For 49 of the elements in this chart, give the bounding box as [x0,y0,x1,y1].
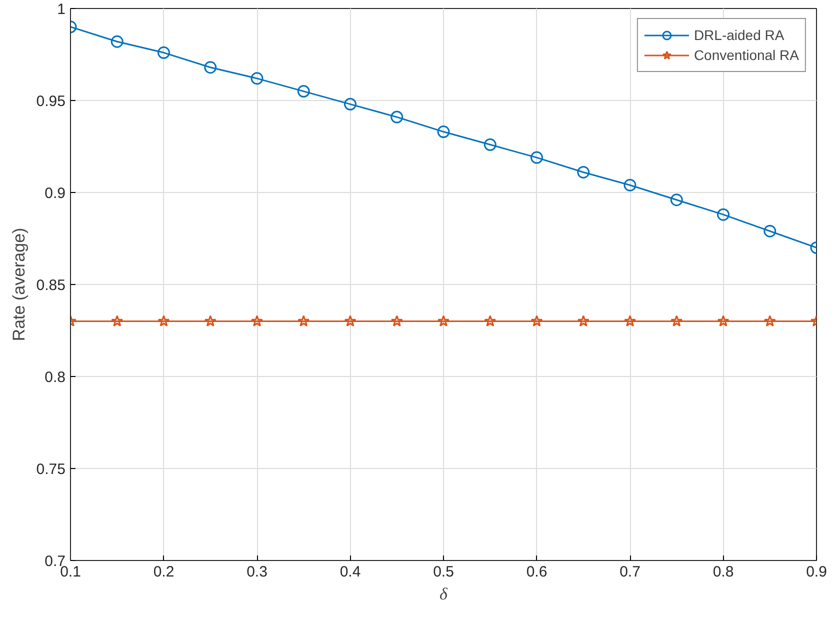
point [438,315,450,326]
x-tick-label: 0.8 [712,564,734,580]
x-axis-title: δ [440,584,449,604]
x-tick-label: 0.3 [246,564,268,580]
point [670,315,683,326]
point [204,315,216,326]
x-tick-label: 0.6 [526,564,548,580]
y-tick-label: 1 [57,1,66,18]
legend-label: Conventional RA [694,47,799,63]
point [530,151,543,164]
y-tick-label: 0.95 [36,93,66,110]
point [297,85,310,98]
x-tick-label: 0.2 [153,564,174,580]
point [484,315,496,326]
point [717,208,730,221]
point [530,315,543,326]
y-axis-title: Rate (average) [9,228,28,342]
point [577,315,590,326]
point [577,166,590,178]
x-tick-label: 0.4 [340,564,361,580]
point [624,178,636,192]
x-tick-label: 0.9 [806,564,827,580]
point [250,72,264,85]
point [344,98,356,110]
x-tick-label: 0.7 [620,564,640,580]
point [158,46,170,59]
point [204,61,217,74]
point [298,315,310,326]
point [251,315,263,326]
point [764,315,776,326]
y-tick-label: 0.85 [36,277,66,294]
point [390,110,404,124]
point [390,315,403,326]
point [437,126,450,138]
point [624,315,636,326]
y-tick-label: 0.75 [36,461,66,478]
point [764,224,776,238]
legend-label: DRL-aided RA [694,27,784,43]
point [344,315,356,326]
x-tick-label: 0.1 [60,564,81,580]
y-tick-label: 0.8 [44,369,66,386]
point [717,315,730,326]
point [111,315,124,326]
point [670,194,683,206]
point [158,315,170,326]
x-tick-label: 0.5 [433,564,454,580]
point [484,138,496,151]
y-tick-label: 0.9 [44,185,66,202]
point [110,35,124,48]
